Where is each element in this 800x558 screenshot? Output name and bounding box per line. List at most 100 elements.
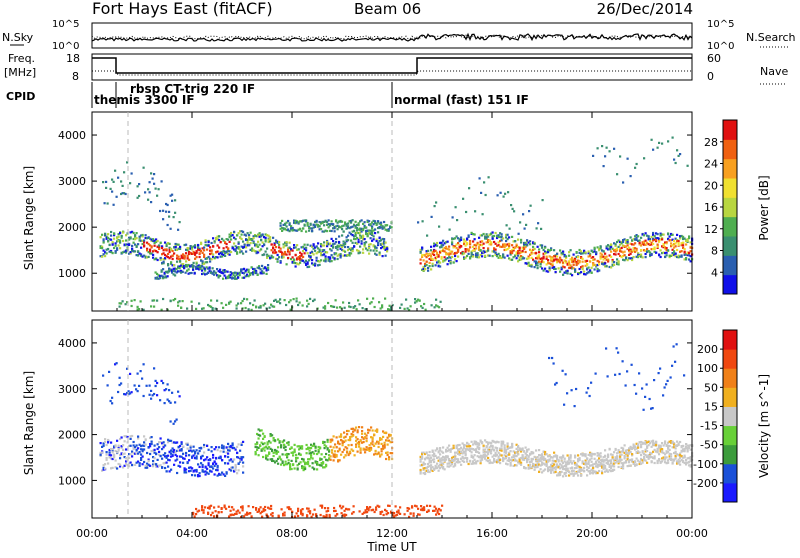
echo-cell bbox=[525, 447, 527, 449]
echo-cell bbox=[684, 248, 686, 250]
echo-cell bbox=[214, 473, 216, 475]
echo-cell bbox=[333, 306, 335, 308]
echo-cell bbox=[269, 307, 271, 309]
echo-cell bbox=[498, 253, 500, 255]
echo-cell bbox=[131, 300, 133, 302]
echo-cell bbox=[313, 443, 315, 445]
echo-cell bbox=[570, 454, 572, 456]
echo-cell bbox=[104, 438, 106, 440]
echo-cell bbox=[241, 234, 243, 236]
echo-cell bbox=[330, 446, 332, 448]
echo-cell bbox=[297, 457, 299, 459]
echo-cell bbox=[468, 248, 470, 250]
echo-cell bbox=[627, 244, 629, 246]
echo-cell bbox=[442, 452, 444, 454]
echo-cell bbox=[283, 439, 285, 441]
echo-cell bbox=[199, 475, 201, 477]
echo-cell bbox=[648, 444, 650, 446]
echo-cell bbox=[490, 442, 492, 444]
echo-cell bbox=[152, 178, 154, 180]
echo-cell bbox=[381, 453, 383, 455]
echo-cell bbox=[379, 237, 381, 239]
echo-cell bbox=[324, 308, 326, 310]
echo-cell bbox=[528, 262, 530, 264]
echo-cell bbox=[280, 444, 282, 446]
echo-cell bbox=[452, 216, 454, 218]
echo-cell bbox=[637, 447, 639, 449]
echo-cell bbox=[125, 303, 127, 305]
echo-cell bbox=[624, 444, 626, 446]
echo-cell bbox=[236, 234, 238, 236]
echo-cell bbox=[504, 447, 506, 449]
echo-cell bbox=[149, 465, 151, 467]
echo-cell bbox=[179, 248, 181, 250]
echo-cell bbox=[529, 464, 531, 466]
echo-cell bbox=[277, 261, 279, 263]
echo-cell bbox=[341, 221, 343, 223]
echo-cell bbox=[591, 461, 593, 463]
echo-cell bbox=[472, 457, 474, 459]
echo-cell bbox=[143, 244, 145, 246]
echo-cell bbox=[309, 465, 311, 467]
echo-cell bbox=[262, 241, 264, 243]
echo-cell bbox=[143, 461, 145, 463]
echo-cell bbox=[667, 140, 669, 142]
echo-cell bbox=[261, 265, 263, 267]
echo-cell bbox=[226, 243, 228, 245]
echo-cell bbox=[448, 445, 450, 447]
echo-cell bbox=[661, 442, 663, 444]
echo-cell bbox=[131, 455, 133, 457]
echo-cell bbox=[373, 235, 375, 237]
date-label: 26/Dec/2014 bbox=[597, 0, 693, 18]
echo-cell bbox=[109, 451, 111, 453]
echo-cell bbox=[162, 210, 164, 212]
echo-cell bbox=[257, 274, 259, 276]
echo-cell bbox=[304, 225, 306, 227]
echo-cell bbox=[245, 234, 247, 236]
echo-cell bbox=[493, 458, 495, 460]
echo-cell bbox=[606, 256, 608, 258]
echo-cell bbox=[507, 255, 509, 257]
echo-cell bbox=[571, 467, 573, 469]
echo-cell bbox=[344, 307, 346, 309]
echo-cell bbox=[211, 258, 213, 260]
noise-left-tick-bottom: 10^0 bbox=[52, 41, 79, 52]
echo-cell bbox=[206, 468, 208, 470]
echo-cell bbox=[339, 443, 341, 445]
echo-cell bbox=[544, 246, 546, 248]
echo-cell bbox=[332, 223, 334, 225]
echo-cell bbox=[503, 196, 505, 198]
echo-cell bbox=[236, 452, 238, 454]
echo-cell bbox=[367, 432, 369, 434]
echo-cell bbox=[292, 256, 294, 258]
echo-cell bbox=[448, 246, 450, 248]
echo-cell bbox=[624, 251, 626, 253]
echo-cell bbox=[219, 269, 221, 271]
echo-cell bbox=[238, 469, 240, 471]
echo-cell bbox=[137, 243, 139, 245]
echo-cell bbox=[331, 254, 333, 256]
echo-cell bbox=[194, 254, 196, 256]
echo-cell bbox=[442, 244, 444, 246]
echo-cell bbox=[298, 248, 300, 250]
echo-cell bbox=[657, 449, 659, 451]
echo-cell bbox=[478, 443, 480, 445]
echo-cell bbox=[113, 204, 115, 206]
echo-cell bbox=[387, 454, 389, 456]
echo-cell bbox=[573, 470, 575, 472]
echo-cell bbox=[161, 380, 163, 382]
echo-cell bbox=[218, 446, 220, 448]
echo-cell bbox=[211, 242, 213, 244]
echo-cell bbox=[431, 304, 433, 306]
echo-cell bbox=[568, 262, 570, 264]
echo-cell bbox=[457, 249, 459, 251]
echo-cell bbox=[525, 224, 527, 226]
echo-cell bbox=[197, 463, 199, 465]
echo-cell bbox=[364, 243, 366, 245]
echo-cell bbox=[216, 300, 218, 302]
echo-cell bbox=[131, 391, 133, 393]
echo-cell bbox=[466, 242, 468, 244]
echo-cell bbox=[536, 227, 538, 229]
echo-cell bbox=[118, 449, 120, 451]
echo-cell bbox=[226, 471, 228, 473]
